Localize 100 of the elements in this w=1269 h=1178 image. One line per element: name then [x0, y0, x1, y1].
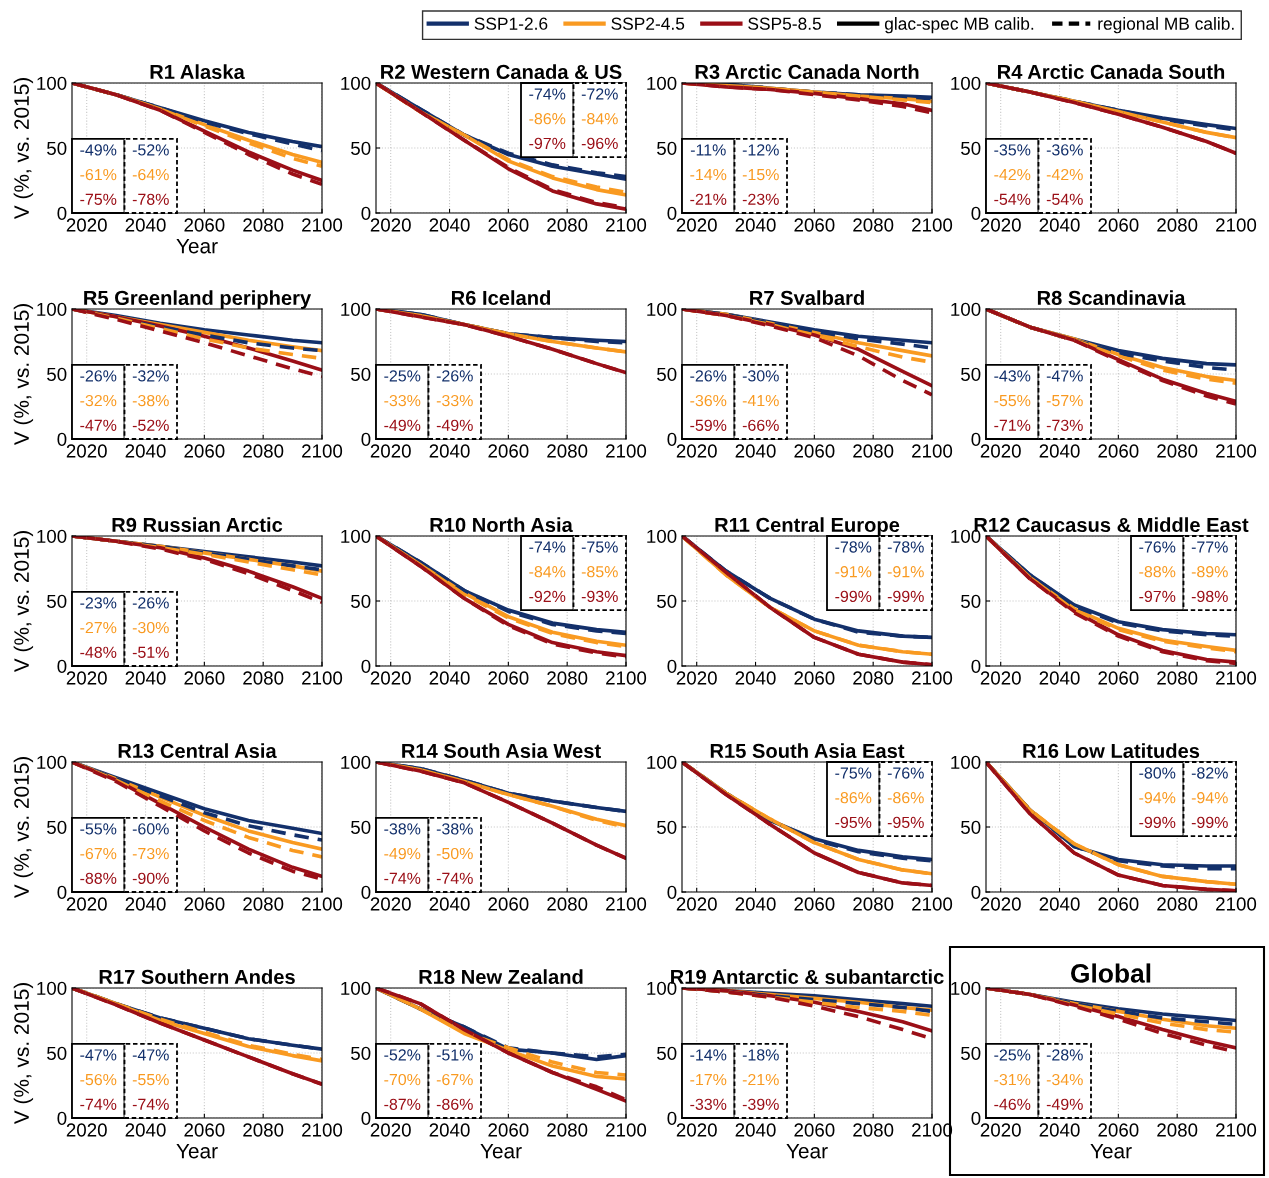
- annotation: -52%: [384, 1049, 421, 1061]
- x-tick-label: 2020: [676, 671, 717, 685]
- annotation: -90%: [132, 872, 169, 884]
- y-tick-label: 50: [47, 367, 67, 381]
- x-tick-label: 2060: [184, 671, 225, 685]
- y-tick-label: 50: [657, 594, 677, 608]
- x-tick-label: 2020: [676, 1123, 717, 1137]
- x-tick-label: 2040: [735, 1123, 776, 1137]
- annotation: -28%: [1046, 1049, 1083, 1061]
- x-tick-label: 2080: [853, 897, 894, 911]
- chart-title: R11 Central Europe: [715, 517, 900, 536]
- x-tick-label: 2060: [488, 444, 529, 458]
- annotation: -55%: [994, 395, 1031, 407]
- x-tick-label: 2080: [547, 1123, 588, 1137]
- annotation: -56%: [80, 1073, 117, 1086]
- x-axis-title: Year: [786, 1143, 828, 1159]
- chart-title: R4 Arctic Canada South: [998, 64, 1225, 80]
- annotation: -87%: [384, 1098, 421, 1110]
- annotation: -74%: [384, 872, 421, 884]
- annotation: -95%: [887, 816, 924, 829]
- x-tick-label: 2040: [735, 671, 776, 685]
- annotation: -49%: [384, 419, 421, 431]
- annotation: -30%: [742, 370, 779, 382]
- legend-label: SSP5-8.5: [748, 17, 821, 30]
- annotation: -12%: [742, 144, 779, 156]
- x-tick-label: 2040: [1039, 444, 1080, 458]
- chart-title: R9 Russian Arctic: [112, 517, 283, 533]
- x-tick-label: 2060: [1098, 897, 1139, 911]
- y-tick-label: 100: [341, 302, 371, 316]
- x-tick-label: 2020: [370, 897, 411, 911]
- annotation: -23%: [80, 597, 117, 609]
- annotation: -86%: [835, 792, 872, 804]
- chart-title: R13 Central Asia: [118, 743, 277, 759]
- x-tick-label: 2040: [1039, 1123, 1080, 1137]
- annotation: -31%: [994, 1073, 1031, 1086]
- text: regional MB calib.: [1098, 17, 1234, 34]
- y-tick-label: 100: [341, 76, 371, 90]
- y-axis-title: V (%, vs. 2015): [13, 78, 34, 220]
- x-tick-label: 2100: [606, 218, 647, 232]
- annotation: -18%: [742, 1049, 779, 1061]
- annotation: -78%: [835, 541, 872, 553]
- x-tick-label: 2020: [980, 897, 1021, 911]
- chart-title: R1 Alaska: [150, 64, 245, 80]
- x-tick-label: 2080: [1157, 444, 1198, 458]
- annotation: -32%: [132, 370, 169, 382]
- annotation: -23%: [742, 193, 779, 205]
- annotation: -94%: [1139, 792, 1176, 804]
- x-tick-label: 2040: [125, 897, 166, 911]
- annotation: -33%: [384, 394, 421, 407]
- chart-title: R7 Svalbard: [750, 290, 864, 306]
- y-tick-label: 100: [951, 755, 981, 769]
- chart-title: R5 Greenland periphery: [84, 290, 312, 309]
- x-tick-label: 2040: [125, 1123, 166, 1137]
- annotation: -42%: [994, 168, 1031, 181]
- chart-title: R2 Western Canada & US: [381, 64, 622, 80]
- annotation: -38%: [384, 823, 421, 835]
- annotation: -47%: [80, 1049, 117, 1061]
- annotation: -99%: [1191, 816, 1228, 829]
- x-tick-label: 2040: [429, 218, 470, 232]
- y-tick-label: 100: [951, 76, 981, 90]
- y-tick-label: 100: [951, 981, 981, 995]
- chart-title: R15 South Asia East: [710, 743, 905, 759]
- annotation: -49%: [1046, 1098, 1083, 1110]
- annotation: -72%: [581, 88, 618, 100]
- annotation: -51%: [436, 1049, 473, 1061]
- y-axis-title: V (%, vs. 2015): [13, 304, 34, 446]
- annotation: -73%: [132, 847, 169, 860]
- annotation: -46%: [994, 1098, 1031, 1110]
- annotation: -14%: [690, 169, 727, 181]
- x-tick-label: 2060: [794, 1123, 835, 1137]
- annotation: -26%: [80, 370, 117, 382]
- chart-title: R6 Iceland: [451, 290, 551, 306]
- annotation: -71%: [994, 419, 1031, 431]
- x-tick-label: 2040: [429, 444, 470, 458]
- annotation: -52%: [132, 419, 169, 431]
- annotation: -84%: [529, 566, 566, 578]
- y-tick-label: 50: [351, 1046, 371, 1060]
- y-tick-label: 0: [971, 432, 981, 446]
- x-tick-label: 2040: [125, 218, 166, 232]
- annotation: -75%: [581, 541, 618, 553]
- y-tick-label: 100: [37, 76, 67, 90]
- legend-label: SSP2-4.5: [611, 17, 685, 30]
- x-tick-label: 2100: [302, 897, 343, 911]
- x-tick-label: 2100: [606, 671, 647, 685]
- x-axis-title: Year: [1090, 1143, 1132, 1159]
- annotation: -30%: [132, 621, 169, 634]
- annotation: -32%: [80, 394, 117, 407]
- annotation: -15%: [742, 169, 779, 181]
- y-tick-label: 50: [47, 594, 67, 608]
- annotation: -78%: [887, 541, 924, 553]
- x-tick-label: 2100: [302, 218, 343, 232]
- x-tick-label: 2060: [1098, 444, 1139, 458]
- annotation: -67%: [436, 1073, 473, 1086]
- annotation: -11%: [690, 144, 726, 156]
- annotation: -35%: [994, 144, 1031, 156]
- annotation: -27%: [80, 621, 117, 634]
- y-tick-label: 50: [961, 820, 981, 834]
- y-tick-label: 50: [657, 1046, 677, 1060]
- y-tick-label: 100: [647, 755, 677, 769]
- annotation: -88%: [80, 872, 117, 884]
